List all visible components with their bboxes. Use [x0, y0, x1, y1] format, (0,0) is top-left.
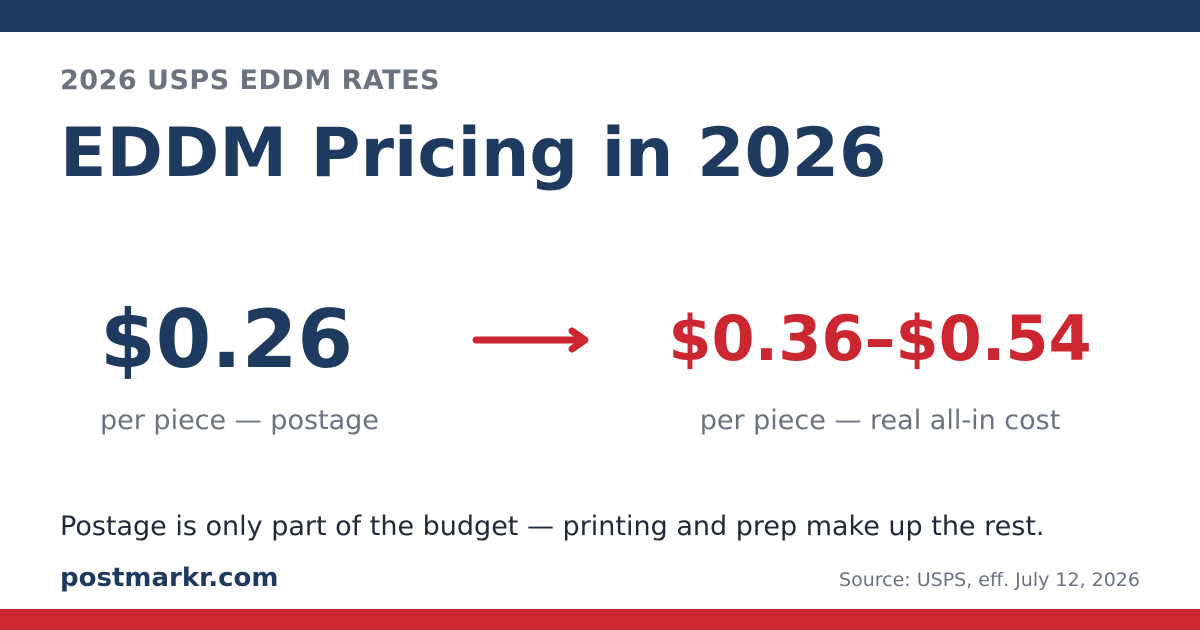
arrow-right-icon	[472, 327, 589, 353]
all-in-price: $0.36–$0.54	[668, 302, 1092, 375]
all-in-caption: per piece — real all-in cost	[699, 405, 1061, 436]
eyebrow-label: 2026 USPS EDDM RATES	[60, 65, 440, 96]
tagline: Postage is only part of the budget — pri…	[60, 511, 1045, 542]
page-title: EDDM Pricing in 2026	[60, 114, 887, 193]
source-note: Source: USPS, eff. July 12, 2026	[839, 569, 1140, 591]
postage-price: $0.26	[100, 293, 354, 386]
brand-link[interactable]: postmarkr.com	[60, 563, 279, 593]
postage-caption: per piece — postage	[100, 405, 379, 436]
top-accent-bar	[0, 0, 1200, 32]
bottom-accent-bar	[0, 609, 1200, 630]
